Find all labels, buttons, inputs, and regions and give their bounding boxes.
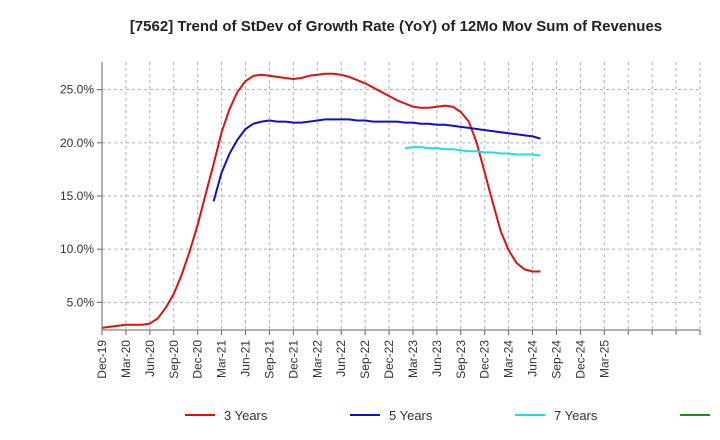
series-line-3-years <box>101 72 541 329</box>
y-tick-label: 15.0% <box>60 189 94 203</box>
legend-label: 7 Years <box>554 408 598 423</box>
x-tick-label: Sep-24 <box>549 340 563 379</box>
legend-label: 3 Years <box>224 408 268 423</box>
x-tick-label: Dec-23 <box>478 340 492 379</box>
x-tick-label: Sep-22 <box>358 340 372 379</box>
x-tick-label: Dec-21 <box>286 340 300 379</box>
x-tick-label: Jun-24 <box>526 340 540 377</box>
x-tick-label: Jun-23 <box>430 340 444 377</box>
x-tick-label: Mar-23 <box>406 340 420 378</box>
x-tick-label: Jun-22 <box>334 340 348 377</box>
x-tick-label: Jun-20 <box>143 340 157 377</box>
x-tick-label: Dec-19 <box>95 340 109 379</box>
x-tick-label: Mar-20 <box>119 340 133 378</box>
x-tick-label: Dec-22 <box>382 340 396 379</box>
y-tick-label: 5.0% <box>67 295 95 309</box>
x-tick-label: Mar-25 <box>597 340 611 378</box>
series-lines <box>101 72 541 329</box>
y-tick-label: 20.0% <box>60 136 94 150</box>
chart-title: [7562] Trend of StDev of Growth Rate (Yo… <box>130 18 662 35</box>
x-tick-label: Mar-24 <box>502 340 516 378</box>
gridlines <box>101 62 701 330</box>
y-tick-label: 10.0% <box>60 242 94 256</box>
x-tick-label: Sep-21 <box>262 340 276 379</box>
x-tick-label: Sep-23 <box>454 340 468 379</box>
x-tick-label: Sep-20 <box>167 340 181 379</box>
x-tick-label: Dec-24 <box>573 340 587 379</box>
y-axis-ticks: 5.0% 10.0% 15.0% 20.0% 25.0% <box>60 83 102 309</box>
series-line-5-years <box>212 118 541 202</box>
x-axis-ticks: Dec-19 Mar-20 Jun-20 Sep-20 Dec-20 Mar-21 Jun-… <box>95 330 701 379</box>
x-tick-label: Jun-21 <box>239 340 253 377</box>
x-tick-label: Dec-20 <box>191 340 205 379</box>
legend-label: 5 Years <box>389 408 433 423</box>
series-line-7-years <box>404 146 541 157</box>
x-tick-label: Mar-21 <box>215 340 229 378</box>
y-tick-label: 25.0% <box>60 83 94 97</box>
x-tick-label: Mar-22 <box>310 340 324 378</box>
